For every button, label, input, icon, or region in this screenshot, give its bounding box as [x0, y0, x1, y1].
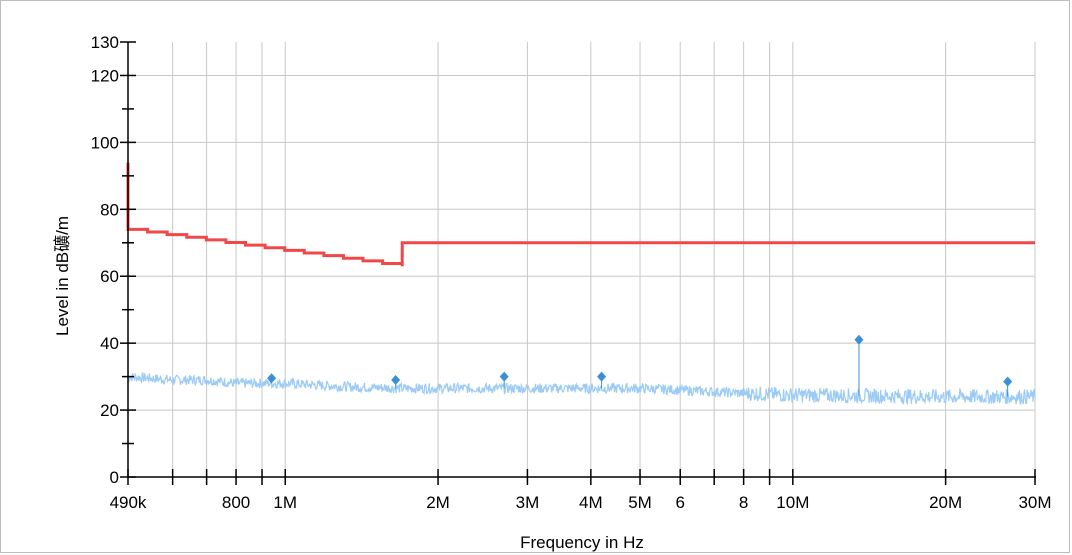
y-axis-title: Level in dB礦/m [53, 216, 72, 336]
y-tick-label: 120 [91, 66, 119, 85]
data-layer [126, 162, 1036, 406]
measurement-trace [127, 372, 1036, 406]
x-tick-label: 2M [426, 493, 450, 512]
y-tick-label: 20 [100, 401, 119, 420]
y-tick-label: 100 [91, 133, 119, 152]
x-tick-label: 8 [739, 493, 748, 512]
x-axis-title: Frequency in Hz [520, 533, 644, 552]
peak-marker [597, 371, 607, 382]
peak-marker [854, 334, 864, 345]
x-tick-label: 30M [1018, 493, 1051, 512]
x-tick-label: 6 [675, 493, 684, 512]
peak-marker [391, 374, 401, 385]
x-tick-label: 10M [776, 493, 809, 512]
grid-layer [128, 42, 1036, 477]
y-tick-label: 80 [100, 200, 119, 219]
x-tick-label: 3M [516, 493, 540, 512]
limit-line [126, 162, 1035, 267]
axis-layer: 0 20 40 60 80 100 120 130 490k 800 1M 2M 3M 4M 5M 6 8 10M… [91, 33, 1052, 512]
x-tick-label: 20M [929, 493, 962, 512]
y-tick-label: 0 [110, 468, 119, 487]
x-tick-label: 4M [579, 493, 603, 512]
x-tick-label: 1M [273, 493, 297, 512]
y-tick-label: 60 [100, 267, 119, 286]
x-tick-label: 800 [222, 493, 250, 512]
peak-marker [1003, 376, 1013, 387]
y-tick-label: 40 [100, 334, 119, 353]
x-tick-label: 5M [628, 493, 652, 512]
x-tick-label: 490k [110, 493, 147, 512]
peak-marker [499, 371, 509, 382]
y-tick-label: 130 [91, 33, 119, 52]
peak-marker [267, 373, 277, 384]
